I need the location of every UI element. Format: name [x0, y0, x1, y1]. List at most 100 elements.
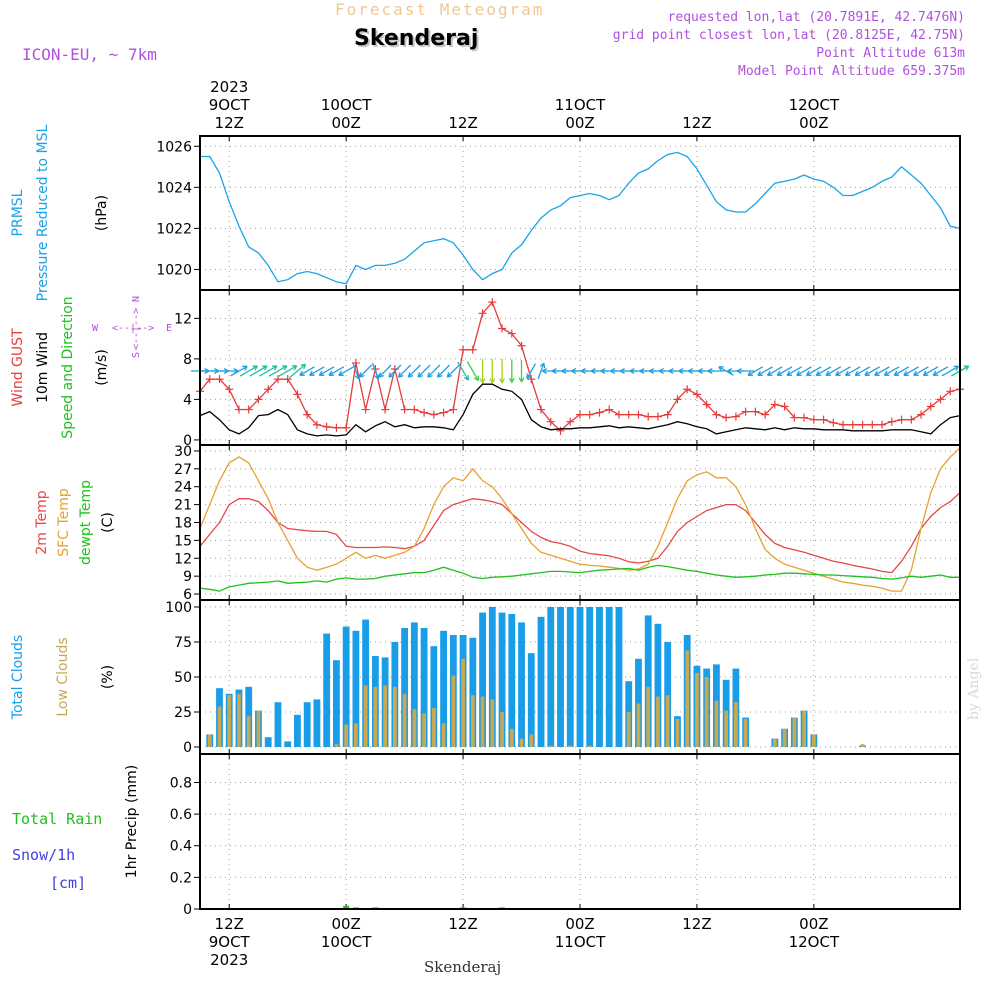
- wind-direction-arrow: [446, 364, 460, 378]
- gust-marker: [517, 341, 526, 350]
- wind-direction-arrow: [309, 366, 325, 376]
- pressure-panel: 1020 1022 1024 1026 PRMSL Pressure Reduced to…: [10, 124, 961, 301]
- compass-rose: W <--|--> E <--|--> N S: [92, 296, 172, 358]
- compass-horizontal-arrow: <--|-->: [112, 323, 154, 334]
- gust-marker: [634, 410, 643, 419]
- wind-direction-arrow: [913, 366, 929, 376]
- gust-marker: [644, 412, 653, 421]
- y-tick-label: 25: [174, 705, 192, 721]
- gust-marker: [507, 329, 516, 338]
- wind-direction-arrow: [747, 366, 764, 376]
- gust-marker: [624, 410, 633, 419]
- wind-direction-arrow: [259, 365, 278, 377]
- wind-direction-arrow: [299, 366, 315, 376]
- low-cloud-bar: [714, 700, 719, 747]
- gust-marker: [322, 422, 331, 431]
- low-cloud-bar: [792, 717, 797, 747]
- y-axis-label: dewpt Temp: [78, 480, 94, 565]
- low-cloud-bar: [441, 723, 446, 747]
- low-cloud-bar: [509, 728, 514, 747]
- compass-e: E: [166, 323, 172, 334]
- compass-n: N: [131, 296, 142, 302]
- low-cloud-bar: [490, 699, 495, 747]
- low-cloud-bar: [675, 719, 680, 747]
- y-tick-label: 30: [174, 444, 192, 460]
- temperature-series-line: [199, 447, 961, 592]
- x-top-tick-label: 10OCT: [321, 96, 372, 114]
- gust-marker: [429, 410, 438, 419]
- low-cloud-bar: [519, 738, 524, 747]
- gust-marker: [361, 405, 370, 414]
- gust-marker: [868, 420, 877, 429]
- low-cloud-bar: [695, 672, 699, 747]
- y-tick-label: 12: [174, 311, 192, 327]
- requested-coordinates: requested lon,lat (20.7891E, 42.7476N): [667, 10, 965, 25]
- low-cloud-bar: [422, 713, 426, 747]
- wind-direction-arrow: [854, 366, 871, 376]
- gust-marker: [225, 385, 234, 394]
- gust-marker: [303, 410, 312, 419]
- y-tick-label: 0.2: [170, 870, 192, 886]
- y-axis-label: PRMSL: [10, 189, 26, 236]
- y-tick-label: 18: [174, 516, 192, 532]
- low-cloud-bar: [344, 724, 349, 747]
- total-cloud-bar: [284, 741, 292, 747]
- total-cloud-bar: [586, 607, 594, 747]
- low-cloud-bar: [470, 695, 475, 747]
- precipitation-frame: [199, 753, 961, 910]
- wind-panel: 0 4 8 12 Wind GUST 10m Wind Speed and Directio…: [10, 289, 970, 449]
- total-cloud-bar: [323, 633, 331, 747]
- wind-direction-arrow: [230, 365, 248, 377]
- wind-direction-arrow: [874, 366, 890, 376]
- low-cloud-bar: [811, 734, 816, 747]
- low-cloud-bar: [802, 710, 806, 747]
- temperature-series-line: [199, 564, 960, 592]
- gust-marker: [410, 405, 419, 414]
- total-cloud-bar: [352, 630, 360, 747]
- gust-marker: [283, 375, 292, 384]
- y-tick-label: 21: [174, 498, 192, 514]
- wind-direction-arrow: [844, 366, 861, 376]
- total-cloud-bar: [469, 637, 477, 747]
- gust-marker: [692, 390, 701, 399]
- low-cloud-bar: [568, 745, 573, 747]
- gust-marker: [244, 405, 253, 414]
- precipitation-panel: 0 0.2 0.4 0.6 0.8 1hr Precip (mm) Total Rain Sn…: [12, 753, 961, 918]
- wind-direction-arrow: [278, 365, 298, 377]
- wind-direction-arrow: [397, 364, 412, 378]
- x-bottom-tick-label: 11OCT: [555, 933, 606, 951]
- low-cloud-bar: [685, 650, 690, 747]
- low-cloud-bar: [451, 675, 456, 747]
- gust-marker: [751, 407, 760, 416]
- low-cloud-bar: [656, 696, 660, 747]
- low-cloud-bar: [246, 716, 251, 747]
- gust-marker: [790, 413, 799, 422]
- wind-direction-arrow: [883, 366, 900, 376]
- y-axis-label: Wind GUST: [10, 328, 26, 407]
- x-bottom-tick-label: 12OCT: [789, 933, 840, 951]
- gust-marker: [264, 385, 273, 394]
- total-cloud-bar: [294, 714, 301, 747]
- wind-direction-arrow: [417, 364, 431, 378]
- gust-marker: [576, 410, 584, 419]
- gust-marker: [761, 410, 770, 419]
- low-cloud-bar: [743, 719, 748, 747]
- wind-direction-arrow: [479, 359, 486, 384]
- footer-location: Skenderaj: [424, 958, 502, 976]
- low-cloud-bar: [480, 696, 485, 747]
- low-cloud-bar: [772, 738, 777, 747]
- y-tick-label: 24: [174, 480, 192, 496]
- total-cloud-bar: [410, 622, 418, 747]
- total-cloud-bar: [401, 628, 409, 747]
- legend-snow-unit: [cm]: [50, 874, 86, 892]
- total-cloud-bar: [566, 607, 574, 747]
- x-bottom-tick-label: 10OCT: [321, 933, 372, 951]
- x-bottom-tick-label: 00Z: [565, 915, 594, 933]
- gust-marker: [546, 417, 555, 426]
- gust-marker: [673, 395, 682, 404]
- wind-direction-arrow: [805, 366, 822, 376]
- low-cloud-bar: [636, 703, 641, 747]
- low-cloud-bar: [383, 685, 388, 747]
- low-cloud-bar: [646, 686, 651, 747]
